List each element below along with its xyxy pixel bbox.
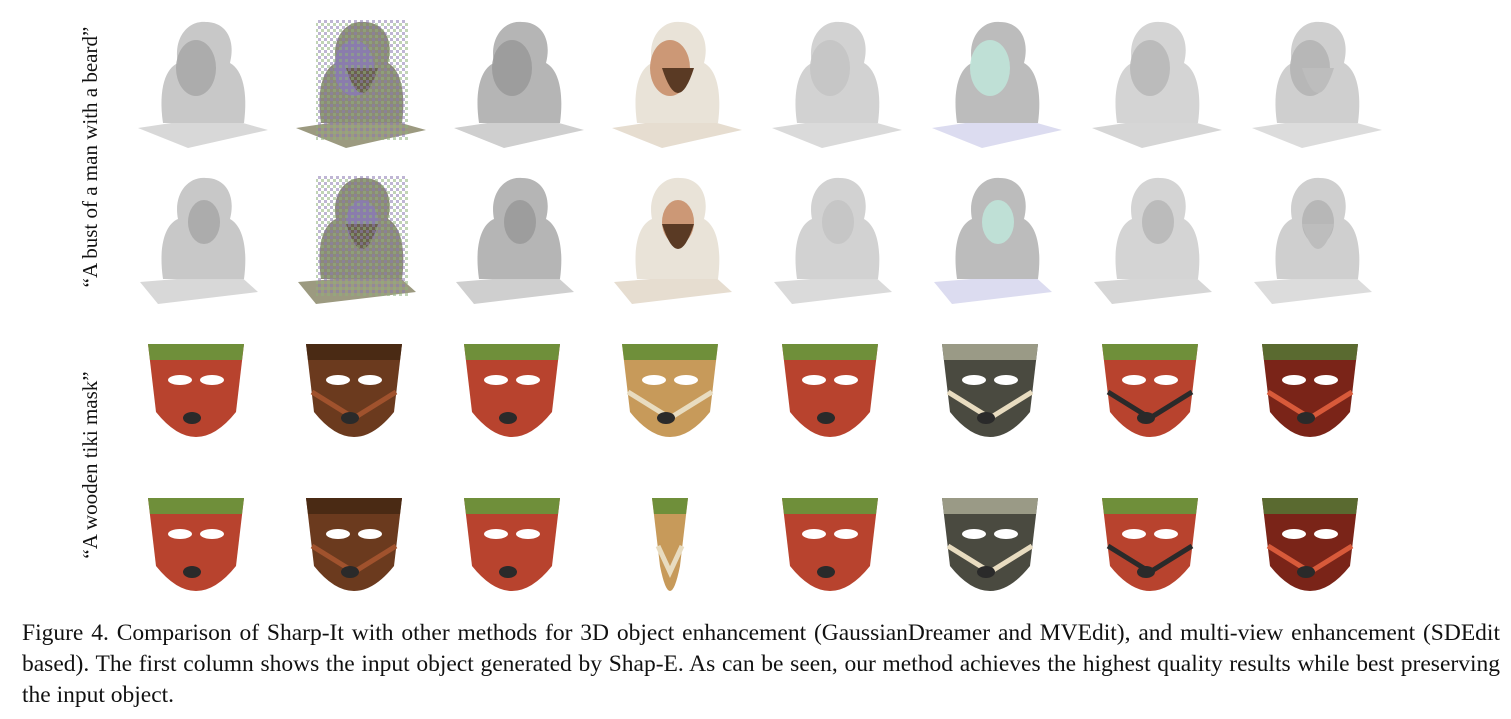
tiki-thumbnail-r3-c3 [434, 322, 590, 472]
row-label-tiki: “A wooden tiki mask” [78, 371, 102, 559]
bust-thumbnail-r1-c4 [592, 8, 748, 158]
bust-thumbnail-r2-c5 [752, 164, 908, 314]
bust-thumbnail-r1-c1 [118, 8, 274, 158]
tiki-thumbnail-r3-c7 [1072, 322, 1228, 472]
bust-thumbnail-r2-c4 [592, 164, 748, 314]
bust-thumbnail-r1-c7 [1072, 8, 1228, 158]
bust-thumbnail-r2-c1 [118, 164, 274, 314]
tiki-thumbnail-r4-c2 [276, 476, 432, 626]
tiki-thumbnail-r4-c1 [118, 476, 274, 626]
tiki-thumbnail-r4-c5 [752, 476, 908, 626]
tiki-thumbnail-r3-c4 [592, 322, 748, 472]
tiki-thumbnail-r4-c4 [592, 476, 748, 626]
bust-thumbnail-r2-c3 [434, 164, 590, 314]
bust-thumbnail-r2-c6 [912, 164, 1068, 314]
bust-thumbnail-r1-c2 [276, 8, 432, 158]
bust-thumbnail-r2-c8 [1232, 164, 1388, 314]
tiki-thumbnail-r3-c2 [276, 322, 432, 472]
bust-thumbnail-r2-c7 [1072, 164, 1228, 314]
tiki-thumbnail-r4-c3 [434, 476, 590, 626]
bust-thumbnail-r1-c6 [912, 8, 1068, 158]
tiki-thumbnail-r3-c6 [912, 322, 1068, 472]
tiki-thumbnail-r3-c5 [752, 322, 908, 472]
tiki-thumbnail-r3-c8 [1232, 322, 1388, 472]
bust-thumbnail-r1-c3 [434, 8, 590, 158]
figure-grid: “A bust of a man with a beard” “A wooden… [78, 8, 1388, 591]
tiki-thumbnail-r4-c8 [1232, 476, 1388, 626]
bust-thumbnail-r2-c2 [276, 164, 432, 314]
tiki-thumbnail-r4-c6 [912, 476, 1068, 626]
row-label-bust: “A bust of a man with a beard” [78, 26, 102, 288]
tiki-thumbnail-r4-c7 [1072, 476, 1228, 626]
bust-thumbnail-r1-c8 [1232, 8, 1388, 158]
bust-thumbnail-r1-c5 [752, 8, 908, 158]
tiki-thumbnail-r3-c1 [118, 322, 274, 472]
figure-caption: Figure 4. Comparison of Sharp-It with ot… [22, 620, 1500, 708]
